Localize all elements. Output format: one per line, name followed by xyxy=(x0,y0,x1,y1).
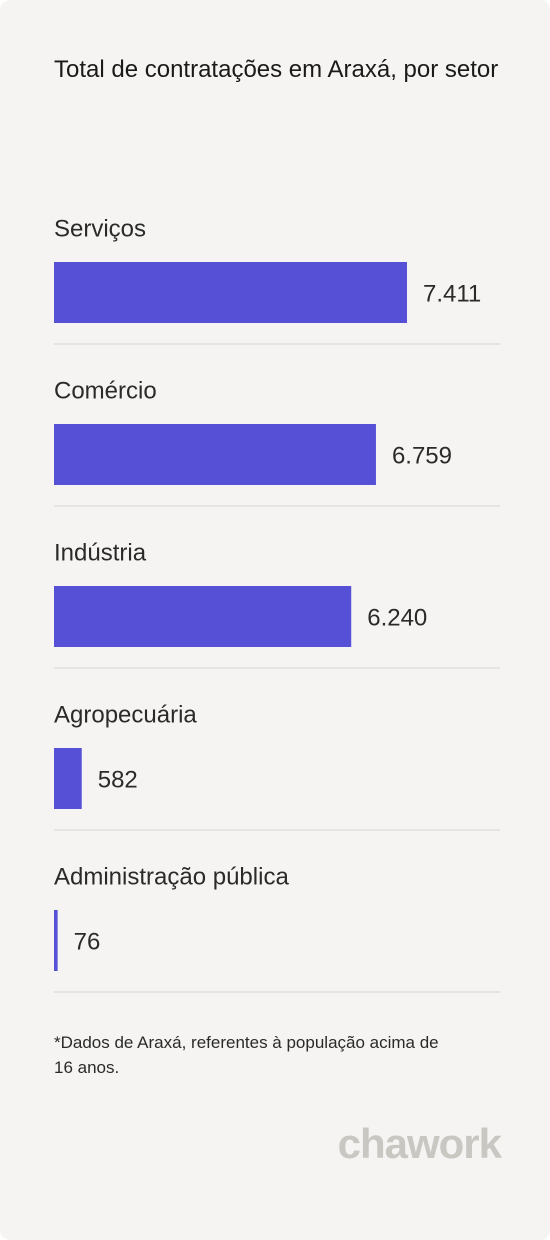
brand-logo: chawork xyxy=(337,1120,502,1167)
value-label: 6.759 xyxy=(392,442,452,469)
value-label: 76 xyxy=(74,928,101,955)
value-label: 6.240 xyxy=(367,604,427,631)
bar xyxy=(54,910,58,971)
bar xyxy=(54,262,407,323)
category-label: Administração pública xyxy=(54,863,289,890)
footnote: *Dados de Araxá, referentes à população … xyxy=(54,1033,439,1077)
bar xyxy=(54,424,376,485)
category-label: Comércio xyxy=(54,377,157,404)
category-label: Serviços xyxy=(54,215,146,242)
bar xyxy=(54,748,82,809)
value-label: 7.411 xyxy=(423,280,481,307)
category-label: Agropecuária xyxy=(54,701,197,728)
chart-title: Total de contratações em Araxá, por seto… xyxy=(54,56,499,83)
bar xyxy=(54,586,352,647)
category-label: Indústria xyxy=(54,539,147,566)
value-label: 582 xyxy=(98,766,138,793)
